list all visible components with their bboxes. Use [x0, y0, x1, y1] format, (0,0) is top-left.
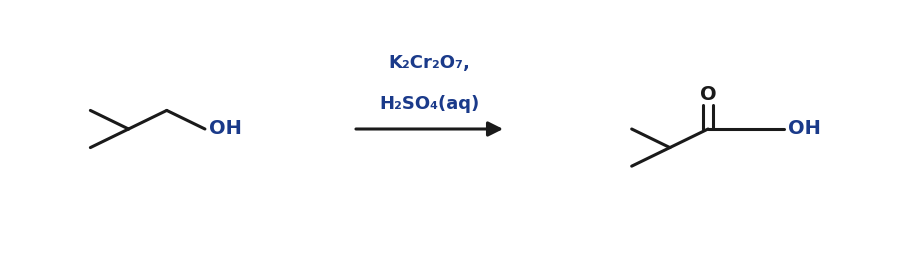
Text: O: O: [699, 85, 715, 104]
Text: OH: OH: [787, 119, 820, 139]
Text: K₂Cr₂O₇,: K₂Cr₂O₇,: [388, 54, 470, 72]
Text: OH: OH: [209, 119, 242, 139]
Text: H₂SO₄(aq): H₂SO₄(aq): [379, 95, 479, 113]
